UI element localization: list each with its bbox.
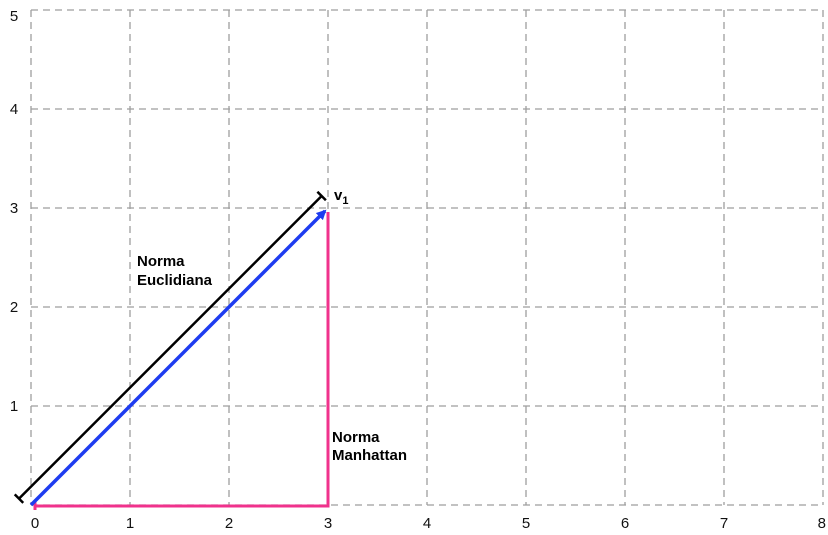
y-tick-label: 1 [10,398,18,415]
manhattan-label-line2: Manhattan [332,447,407,464]
vector-v1-label: v1 [334,187,348,207]
x-tick-label: 8 [818,515,826,532]
y-axis-ticks: 1 2 3 4 5 [10,8,18,415]
x-tick-label: 0 [31,515,39,532]
euclidean-norm-cap-end [316,190,327,202]
x-tick-label: 5 [522,515,530,532]
x-tick-label: 1 [126,515,134,532]
y-tick-label: 3 [10,200,18,217]
x-tick-label: 7 [720,515,728,532]
x-tick-label: 6 [621,515,629,532]
y-tick-label: 2 [10,299,18,316]
euclidean-norm-measure [13,190,327,504]
euclidean-norm-cap-start [13,493,25,504]
euclidean-label-line2: Euclidiana [137,272,213,289]
manhattan-label-line1: Norma [332,429,380,446]
vector-label-main: v [334,187,343,204]
x-tick-label: 2 [225,515,233,532]
y-tick-label: 4 [10,101,18,118]
manhattan-norm-path [35,212,330,508]
x-tick-label: 4 [423,515,431,532]
vector-label-subscript: 1 [342,195,348,207]
euclidean-label-line1: Norma [137,253,185,270]
vector-v1-arrow [29,209,327,507]
y-tick-label: 5 [10,8,18,25]
euclidean-norm-line [18,195,323,500]
x-tick-label: 3 [324,515,332,532]
x-axis-ticks: 0 1 2 3 4 5 6 7 8 [31,515,826,532]
